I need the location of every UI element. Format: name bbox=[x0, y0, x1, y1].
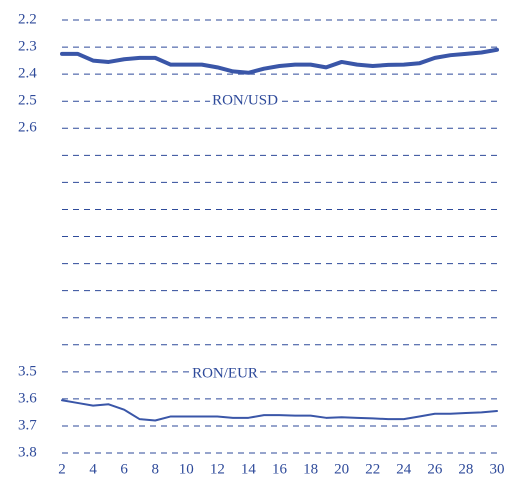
series-line bbox=[61, 399, 498, 422]
x-tick-label: 10 bbox=[179, 461, 194, 477]
x-tick-label: 12 bbox=[210, 461, 225, 477]
y-tick-label: 2.5 bbox=[18, 93, 37, 109]
x-tick-label: 20 bbox=[334, 461, 349, 477]
y-tick-label: 3.8 bbox=[18, 444, 37, 460]
x-tick-label: 24 bbox=[396, 461, 412, 477]
y-tick-label: 3.6 bbox=[18, 390, 37, 406]
y-tick-label: 2.2 bbox=[18, 11, 37, 27]
series-label-bg bbox=[210, 92, 281, 109]
x-tick-label: 28 bbox=[458, 461, 473, 477]
series-label: RON/EUR bbox=[192, 365, 258, 381]
x-tick-label: 18 bbox=[303, 461, 318, 477]
series-label-bg bbox=[190, 365, 260, 382]
y-tick-label: 3.5 bbox=[18, 363, 37, 379]
x-tick-label: 26 bbox=[427, 461, 443, 477]
x-tick-label: 30 bbox=[490, 461, 505, 477]
y-tick-label: 2.4 bbox=[18, 66, 37, 82]
y-tick-label: 3.7 bbox=[18, 417, 37, 433]
y-tick-label: 2.6 bbox=[18, 120, 37, 136]
x-tick-label: 14 bbox=[241, 461, 257, 477]
series-label: RON/USD bbox=[212, 93, 278, 109]
series-line bbox=[60, 47, 499, 75]
x-tick-label: 2 bbox=[58, 461, 66, 477]
x-tick-label: 16 bbox=[272, 461, 288, 477]
x-tick-label: 22 bbox=[365, 461, 380, 477]
y-tick-label: 2.3 bbox=[18, 39, 37, 55]
x-tick-label: 4 bbox=[89, 461, 97, 477]
x-tick-label: 6 bbox=[120, 461, 128, 477]
x-tick-label: 8 bbox=[151, 461, 159, 477]
